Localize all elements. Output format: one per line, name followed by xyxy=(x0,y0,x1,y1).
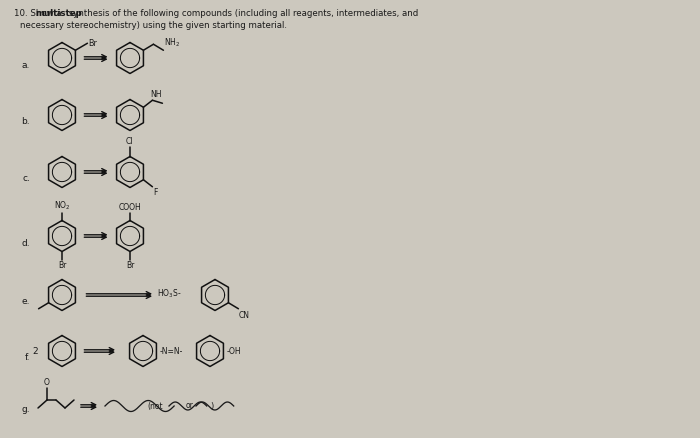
Text: NO$_2$: NO$_2$ xyxy=(54,199,70,212)
Text: ): ) xyxy=(210,402,214,410)
Text: -OH: -OH xyxy=(227,346,241,356)
Text: Br: Br xyxy=(126,261,134,269)
Text: COOH: COOH xyxy=(118,202,141,212)
Text: e.: e. xyxy=(22,297,30,307)
Text: a.: a. xyxy=(22,60,30,70)
Text: NH: NH xyxy=(150,90,162,99)
Text: (not: (not xyxy=(147,402,162,410)
Text: Br: Br xyxy=(58,261,66,269)
Text: b.: b. xyxy=(22,117,30,127)
Text: F: F xyxy=(153,188,158,197)
Text: f.: f. xyxy=(25,353,30,363)
Text: g.: g. xyxy=(22,406,30,414)
Text: Br: Br xyxy=(88,39,97,48)
Text: HO$_3$S-: HO$_3$S- xyxy=(157,288,182,300)
Text: 2: 2 xyxy=(32,346,38,356)
Text: NH$_2$: NH$_2$ xyxy=(164,37,181,49)
Text: Cl: Cl xyxy=(125,137,133,145)
Text: 10. Show a: 10. Show a xyxy=(14,10,64,18)
Text: CN: CN xyxy=(239,311,249,320)
Text: or: or xyxy=(186,402,194,410)
Text: -N=N-: -N=N- xyxy=(160,346,183,356)
Text: multistep: multistep xyxy=(36,10,83,18)
Text: synthesis of the following compounds (including all reagents, intermediates, and: synthesis of the following compounds (in… xyxy=(66,10,418,18)
Text: O: O xyxy=(44,378,50,387)
Text: necessary stereochemistry) using the given starting material.: necessary stereochemistry) using the giv… xyxy=(20,21,287,29)
Text: d.: d. xyxy=(22,239,30,247)
Text: c.: c. xyxy=(22,174,30,184)
